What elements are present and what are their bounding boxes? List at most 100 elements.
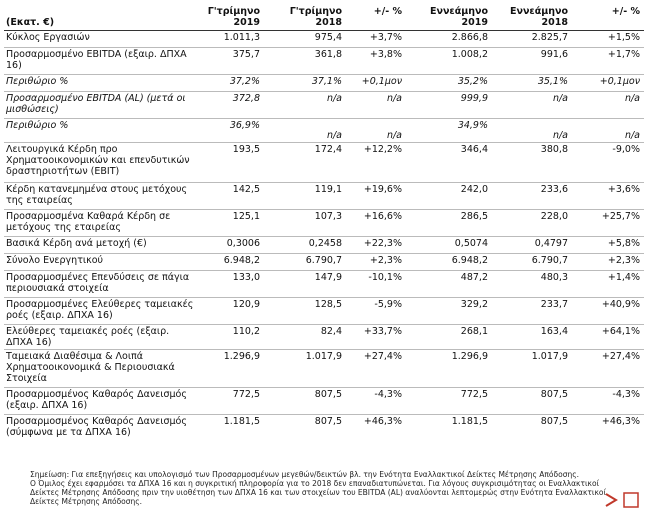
cell-value: 772,5 [406,387,492,415]
row-label: Προσαρμοσμένος Καθαρός Δανεισμός (σύμφων… [4,414,200,442]
cell-value: 6.790,7 [264,253,346,271]
cell-value: 233,6 [492,182,572,210]
cell-value: -4,3% [572,387,644,415]
cell-value: 1.181,5 [406,414,492,442]
row-label: Προσαρμοσμένος Καθαρός Δανεισμός (εξαιρ.… [4,387,200,415]
cell-value: +1,4% [572,270,644,298]
row-label: Προσαρμοσμένο EBITDA (AL) (μετά οι μισθώ… [4,91,200,119]
cell-value: 480,3 [492,270,572,298]
cell-value: -9,0% [572,142,644,183]
table-row: Λειτουργικά Κέρδη προ Χρηματοοικονομικών… [4,142,644,183]
cell-value: 37,1% [264,74,346,92]
table-row: Προσαρμοσμένες Ελεύθερες ταμειακές ροές … [4,297,644,325]
cell-value: 34,9% [406,118,492,143]
cell-value: +3,8% [346,47,406,75]
cell-value: +40,9% [572,297,644,325]
table-row: Ελεύθερες ταμειακές ροές (εξαιρ. ΔΠΧΑ 16… [4,324,644,350]
cell-value: +1,7% [572,47,644,75]
unit-label: (Εκατ. €) [6,17,55,28]
column-header: Εννεάμηνο 2018 [492,4,572,31]
cell-value: 172,4 [264,142,346,183]
cell-value: 807,5 [264,387,346,415]
cell-value: 329,2 [406,297,492,325]
cell-value: 807,5 [492,414,572,442]
cell-value: n/a [346,118,406,143]
column-header-line: 2019 [461,17,488,28]
table-row: Προσαρμοσμένο EBITDA (AL) (μετά οι μισθώ… [4,91,644,119]
cell-value: n/a [346,91,406,119]
cell-value: 120,9 [200,297,264,325]
cell-value: 2.825,7 [492,30,572,48]
viewer-icons[interactable] [602,490,642,510]
cell-value: 242,0 [406,182,492,210]
cell-value: 975,4 [264,30,346,48]
cell-value: 228,0 [492,209,572,237]
row-label: Προσαρμοσμένες Επενδύσεις σε πάγια περιο… [4,270,200,298]
results-table: (Εκατ. €) Γ'τρίμηνο 2019 Γ'τρίμηνο 2018 +/- … [4,4,644,442]
cell-value: 133,0 [200,270,264,298]
cell-value: 107,3 [264,209,346,237]
cell-value: 82,4 [264,324,346,350]
cell-value: 1.011,3 [200,30,264,48]
header-row: (Εκατ. €) Γ'τρίμηνο 2019 Γ'τρίμηνο 2018 +/- … [4,4,644,31]
cell-value: 1.181,5 [200,414,264,442]
cell-value: +46,3% [346,414,406,442]
cell-value: +2,3% [346,253,406,271]
notes: Σημείωση: Για επεξηγήσεις και υπολογισμό… [30,470,630,506]
cell-value: 1.296,9 [406,349,492,388]
table-row: Προσαρμοσμένες Επενδύσεις σε πάγια περιο… [4,270,644,298]
row-label: Ταμειακά Διαθέσιμα & Λοιπά Χρηματοοικονο… [4,349,200,388]
table-row: Προσαρμοσμένα Καθαρά Κέρδη σε μετόχους τ… [4,209,644,237]
cell-value: 128,5 [264,297,346,325]
cell-value: 193,5 [200,142,264,183]
cell-value: 807,5 [492,387,572,415]
column-header-line: Γ'τρίμηνο [207,6,260,17]
cell-value: 1.017,9 [492,349,572,388]
cell-value: +33,7% [346,324,406,350]
cell-value: 36,9% [200,118,264,143]
cell-value: +25,7% [572,209,644,237]
cell-value: n/a [264,118,346,143]
cell-value: 346,4 [406,142,492,183]
cell-value: 1.296,9 [200,349,264,388]
expand-icon[interactable] [623,492,639,508]
cell-value: +16,6% [346,209,406,237]
cell-value: 125,1 [200,209,264,237]
cell-value: n/a [572,118,644,143]
cell-value: 372,8 [200,91,264,119]
cell-value: 1.008,2 [406,47,492,75]
cell-value: 110,2 [200,324,264,350]
table-row: Κύκλος Εργασιών 1.011,3 975,4 +3,7% 2.866,8 2… [4,30,644,48]
column-header-line: +/- % [611,6,640,17]
cell-value: 119,1 [264,182,346,210]
note: Ο Όμιλος έχει εφαρμόσει τα ΔΠΧΑ 16 και η… [30,479,607,506]
cell-value: 0,4797 [492,236,572,254]
column-header-line: Εννεάμηνο [430,6,488,17]
cell-value: n/a [572,91,644,119]
row-label: Σύνολο Ενεργητικού [4,253,200,271]
cell-value: n/a [492,118,572,143]
cell-value: 380,8 [492,142,572,183]
row-label: Περιθώριο % [4,74,200,92]
column-header: +/- % [572,4,644,31]
table-row: Προσαρμοσμένος Καθαρός Δανεισμός (σύμφων… [4,414,644,442]
column-header-line: 2018 [541,17,568,28]
cell-value: 163,4 [492,324,572,350]
next-icon[interactable] [605,493,618,507]
cell-value: +27,4% [346,349,406,388]
column-header-line: 2018 [315,17,342,28]
cell-value: 1.017,9 [264,349,346,388]
cell-value: +2,3% [572,253,644,271]
cell-value: 6.948,2 [406,253,492,271]
cell-value: 487,2 [406,270,492,298]
column-header: Γ'τρίμηνο 2018 [264,4,346,31]
cell-value: 999,9 [406,91,492,119]
table-row: Σύνολο Ενεργητικού 6.948,2 6.790,7 +2,3% 6.9… [4,253,644,271]
column-header: Εννεάμηνο 2019 [406,4,492,31]
table-row: Προσαρμοσμένος Καθαρός Δανεισμός (εξαιρ.… [4,387,644,415]
cell-value: 6.790,7 [492,253,572,271]
column-header: Γ'τρίμηνο 2019 [200,4,264,31]
cell-value: +0,1μον [572,74,644,92]
cell-value: 991,6 [492,47,572,75]
